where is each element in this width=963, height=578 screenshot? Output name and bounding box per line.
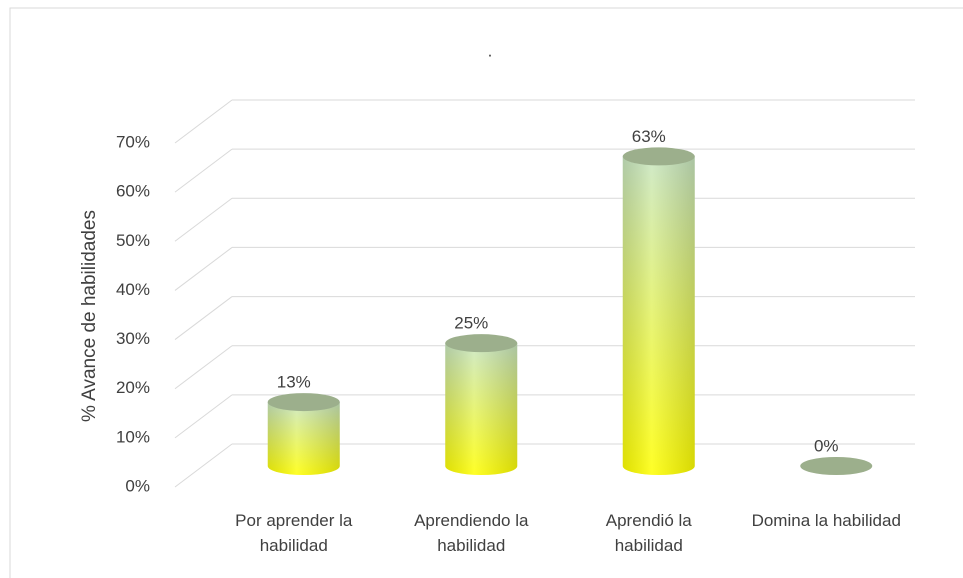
chart-border bbox=[9, 7, 963, 578]
x-tick-label: Por aprender la habilidad bbox=[235, 511, 353, 555]
bar bbox=[622, 147, 695, 475]
y-tick-label: 10% bbox=[116, 427, 150, 446]
grid-line bbox=[174, 394, 233, 439]
y-tick-label: 30% bbox=[116, 329, 150, 348]
grid-line bbox=[174, 247, 233, 291]
grid-line bbox=[174, 148, 233, 193]
cylinder-shade bbox=[622, 156, 695, 475]
grid-line bbox=[174, 296, 233, 340]
cylinder-shade bbox=[445, 343, 518, 475]
y-tick-label: 60% bbox=[116, 182, 150, 201]
x-tick-label: Aprendió la habilidad bbox=[605, 511, 692, 555]
data-label: 63% bbox=[632, 127, 666, 146]
cylinder-top bbox=[267, 393, 340, 412]
y-axis-title: % Avance de habilidades bbox=[79, 210, 100, 422]
data-label: 13% bbox=[277, 373, 311, 392]
cylinder-shade bbox=[267, 402, 340, 475]
y-tick-label: 70% bbox=[116, 132, 150, 151]
cylinder-top bbox=[800, 457, 873, 475]
cylinder-top bbox=[622, 147, 695, 166]
bar bbox=[267, 393, 340, 475]
bar bbox=[445, 334, 518, 475]
y-tick-label: 20% bbox=[116, 378, 150, 397]
x-tick-label: Aprendiendo la habilidad bbox=[414, 511, 529, 555]
x-tick-label: Domina la habilidad bbox=[751, 511, 901, 530]
grid-line bbox=[174, 197, 233, 242]
data-label: 0% bbox=[814, 436, 839, 455]
y-tick-label: 40% bbox=[116, 280, 150, 299]
y-tick-label: 0% bbox=[125, 476, 150, 495]
chart-title: . bbox=[488, 41, 493, 60]
grid-line bbox=[174, 443, 233, 488]
grid-line bbox=[174, 99, 233, 144]
y-tick-label: 50% bbox=[116, 231, 150, 250]
cylinder-top bbox=[445, 334, 518, 353]
data-label: 25% bbox=[454, 314, 488, 333]
bar bbox=[800, 457, 873, 475]
grid-line bbox=[174, 345, 233, 390]
